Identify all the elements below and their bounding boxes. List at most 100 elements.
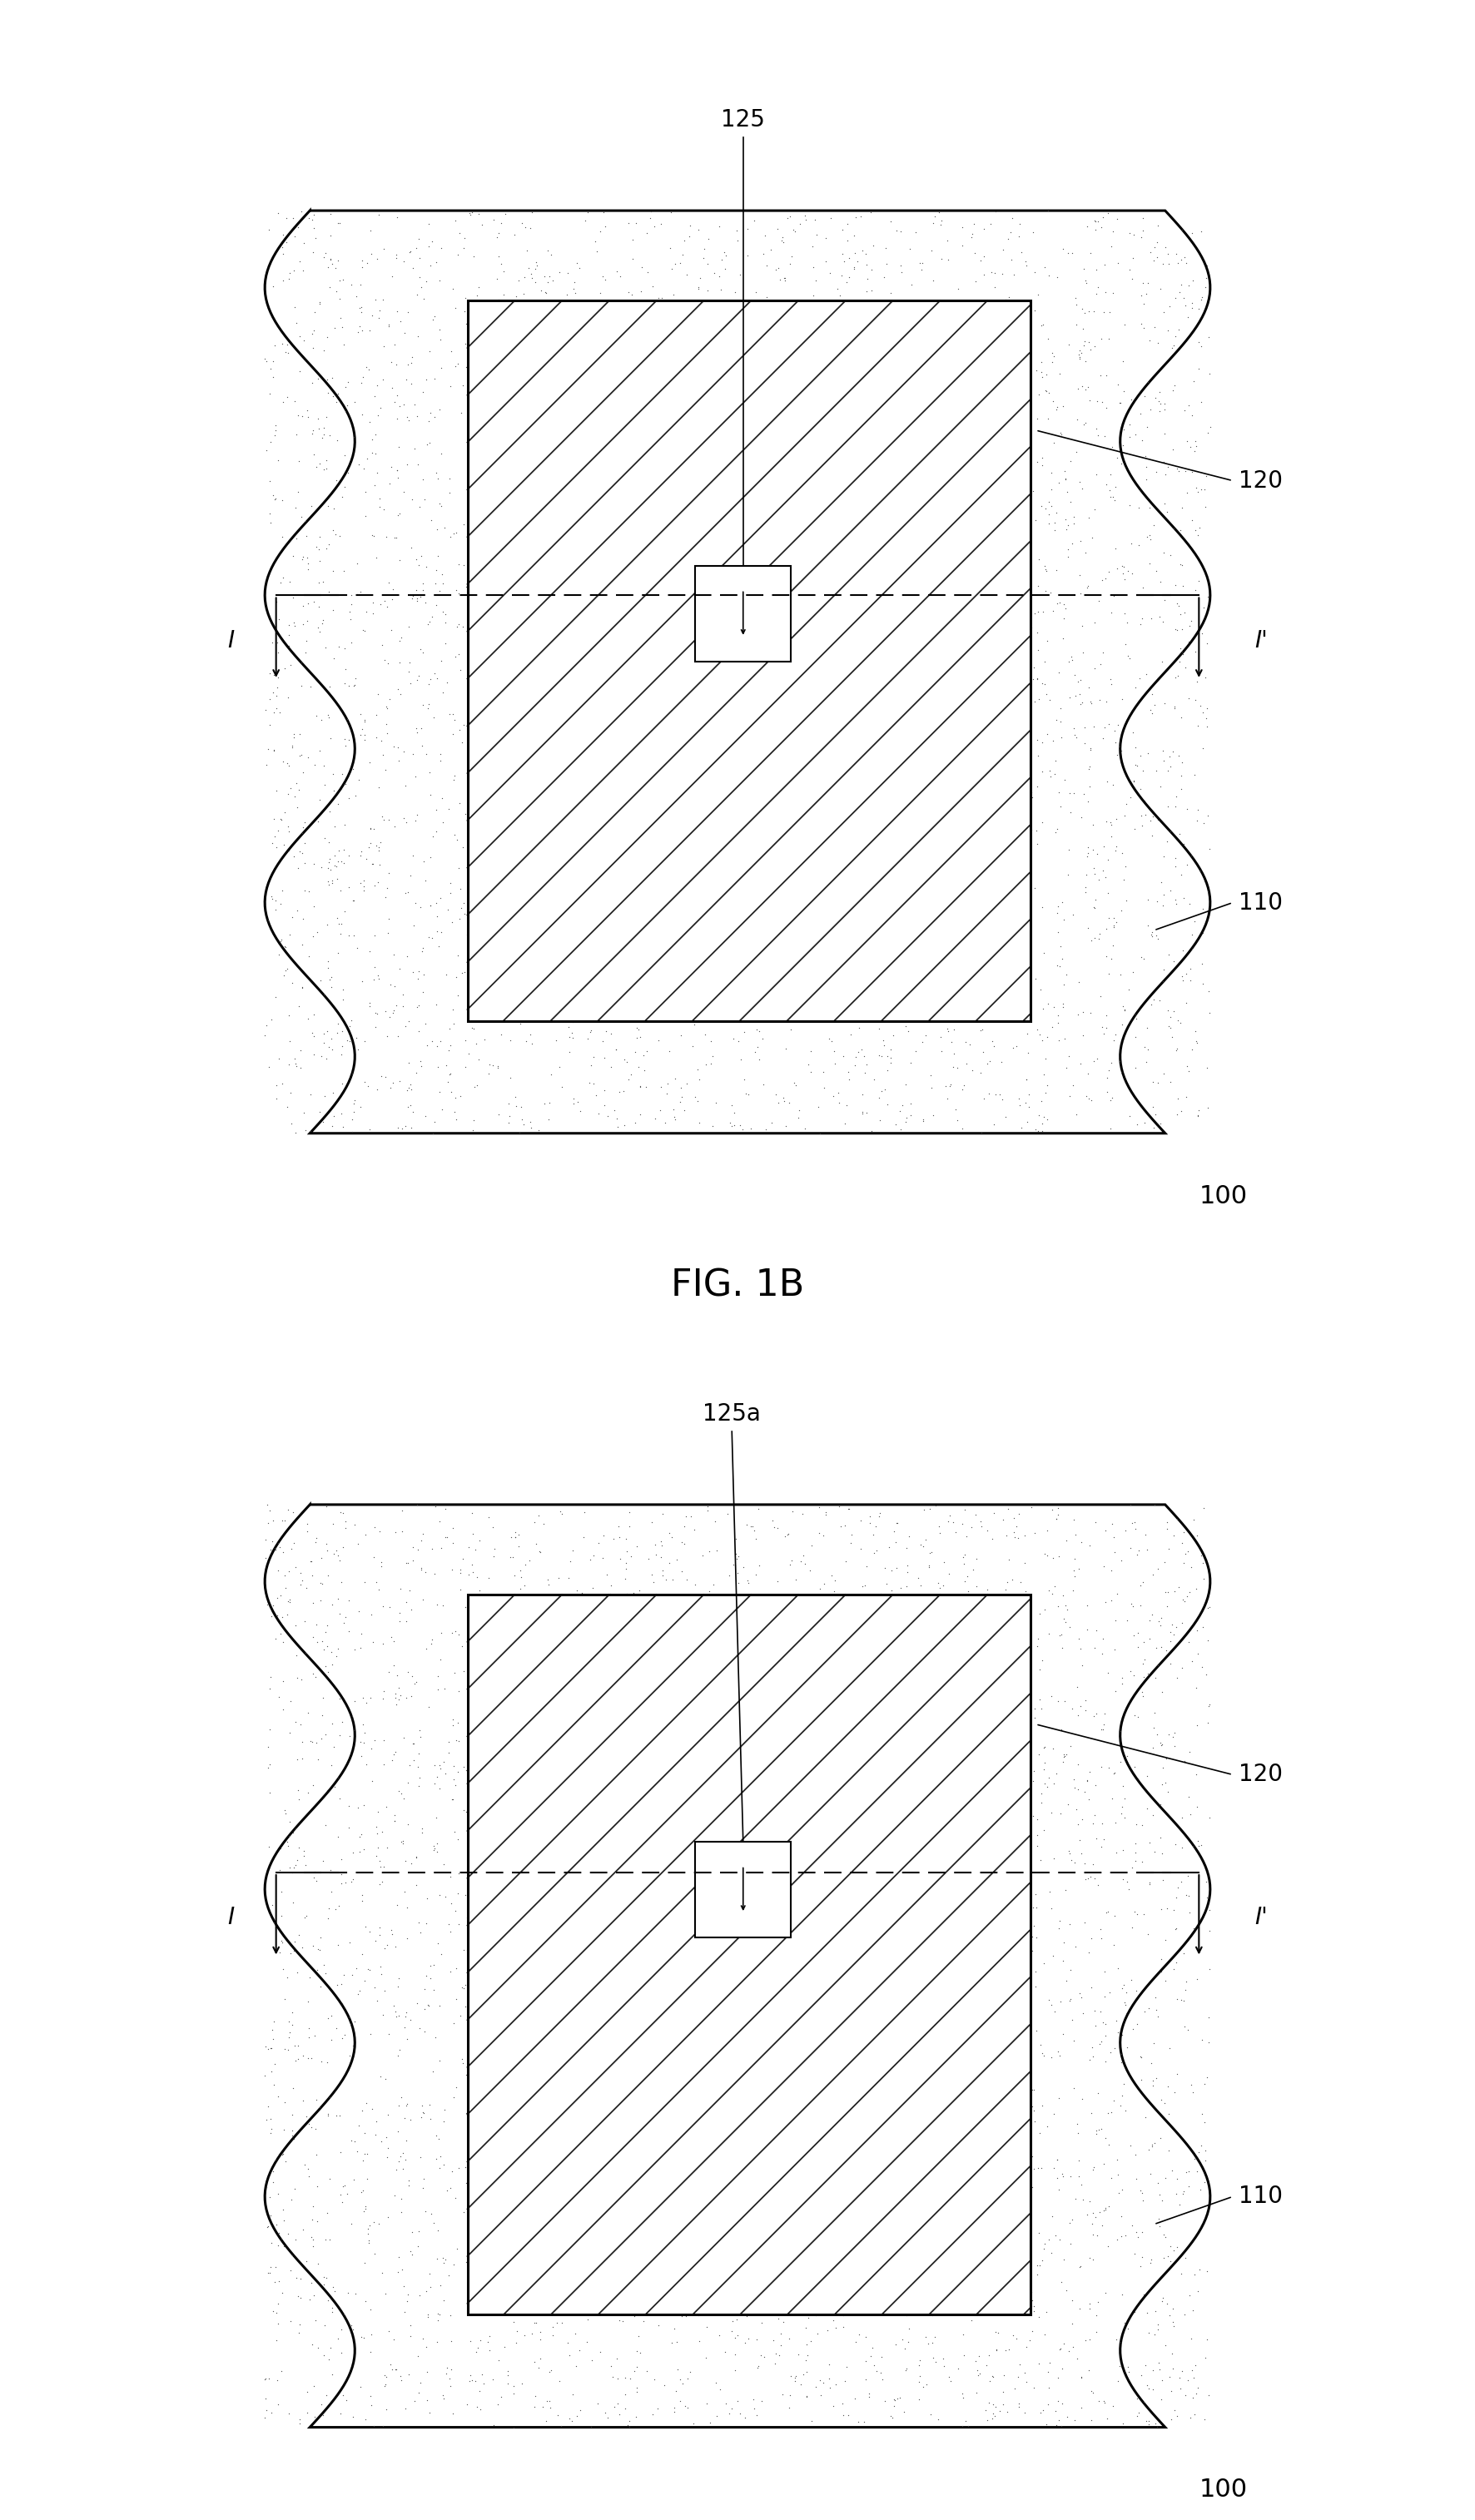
Point xyxy=(441,1779,465,1819)
Point xyxy=(426,537,450,577)
Point xyxy=(333,2165,357,2205)
Point xyxy=(1044,388,1068,428)
Point xyxy=(1103,1628,1127,1668)
Point xyxy=(463,2361,487,2402)
Point xyxy=(1003,2369,1027,2409)
Point xyxy=(1058,774,1081,814)
Point xyxy=(1106,2220,1130,2260)
Point xyxy=(280,2094,304,2134)
Point xyxy=(814,1494,838,1535)
Point xyxy=(350,247,373,287)
Point xyxy=(289,665,313,706)
Point xyxy=(1078,2039,1102,2079)
Point xyxy=(822,1031,845,1071)
Point xyxy=(696,219,720,260)
Point xyxy=(314,2374,338,2414)
Point xyxy=(261,2152,285,2192)
Point xyxy=(1063,2180,1087,2220)
Point xyxy=(745,1555,768,1595)
Point xyxy=(1170,2351,1193,2391)
Point xyxy=(409,2008,432,2049)
Point xyxy=(547,2361,571,2402)
Point xyxy=(425,509,448,549)
Point xyxy=(342,1091,366,1131)
Point xyxy=(1052,2323,1075,2364)
Point xyxy=(1179,2397,1202,2437)
Point xyxy=(431,2238,454,2278)
Point xyxy=(509,1086,532,1126)
Point xyxy=(1028,1094,1052,1134)
Point xyxy=(1128,658,1152,698)
Point xyxy=(367,832,391,872)
Point xyxy=(444,1079,468,1119)
Point xyxy=(441,270,465,310)
Point xyxy=(1022,2092,1046,2132)
Point xyxy=(1124,1840,1148,1880)
Point xyxy=(1058,678,1081,718)
Point xyxy=(317,849,341,890)
Point xyxy=(447,212,471,252)
Point xyxy=(406,1983,429,2024)
Point xyxy=(953,1535,976,1575)
Point xyxy=(907,2346,931,2386)
Point xyxy=(382,935,406,975)
Point xyxy=(1158,998,1181,1038)
Point xyxy=(817,1018,841,1058)
Point xyxy=(742,2389,766,2429)
Point xyxy=(844,232,867,272)
Point xyxy=(1024,1109,1047,1149)
Point xyxy=(1003,255,1027,295)
Point xyxy=(419,885,442,925)
Point xyxy=(1128,2245,1152,2286)
Point xyxy=(1077,292,1100,333)
Point xyxy=(1171,635,1195,675)
Point xyxy=(1152,1053,1176,1094)
Point xyxy=(1038,2344,1062,2384)
Point xyxy=(307,801,330,842)
Point xyxy=(351,239,375,280)
Point xyxy=(1111,1787,1134,1827)
Point xyxy=(280,2235,304,2276)
Point xyxy=(1103,529,1127,570)
Point xyxy=(268,922,292,963)
Point xyxy=(471,2354,494,2394)
Point xyxy=(584,1074,608,1114)
Point xyxy=(376,2094,400,2134)
Point xyxy=(1071,990,1094,1031)
Point xyxy=(316,2097,339,2137)
Point xyxy=(339,585,363,625)
Point xyxy=(580,2341,603,2381)
Point xyxy=(294,1898,317,1938)
Point xyxy=(417,227,441,267)
Point xyxy=(1080,920,1103,960)
Point xyxy=(625,2371,649,2412)
Point xyxy=(320,1585,344,1625)
Point xyxy=(1053,1585,1077,1625)
Point xyxy=(438,872,462,912)
Point xyxy=(388,1593,412,1633)
Point xyxy=(1058,1608,1081,1648)
Point xyxy=(401,837,425,877)
Point xyxy=(420,597,444,638)
Point xyxy=(836,2394,860,2434)
Point xyxy=(267,2134,291,2175)
Point xyxy=(335,698,358,738)
Point xyxy=(808,2374,832,2414)
Point xyxy=(1128,769,1152,809)
Point xyxy=(273,1555,296,1595)
Point xyxy=(276,333,299,373)
Point xyxy=(1161,2301,1184,2341)
Point xyxy=(617,1058,640,1099)
Point xyxy=(1100,1079,1124,1119)
Point xyxy=(510,1099,534,1139)
Point xyxy=(1055,1961,1078,2001)
Point xyxy=(1027,275,1050,315)
Point xyxy=(844,2321,867,2361)
Point xyxy=(274,950,298,990)
Point xyxy=(465,2331,488,2371)
Point xyxy=(1105,2318,1128,2359)
Point xyxy=(264,479,288,519)
Point xyxy=(636,252,659,292)
Point xyxy=(398,1998,422,2039)
Point xyxy=(1027,375,1050,416)
